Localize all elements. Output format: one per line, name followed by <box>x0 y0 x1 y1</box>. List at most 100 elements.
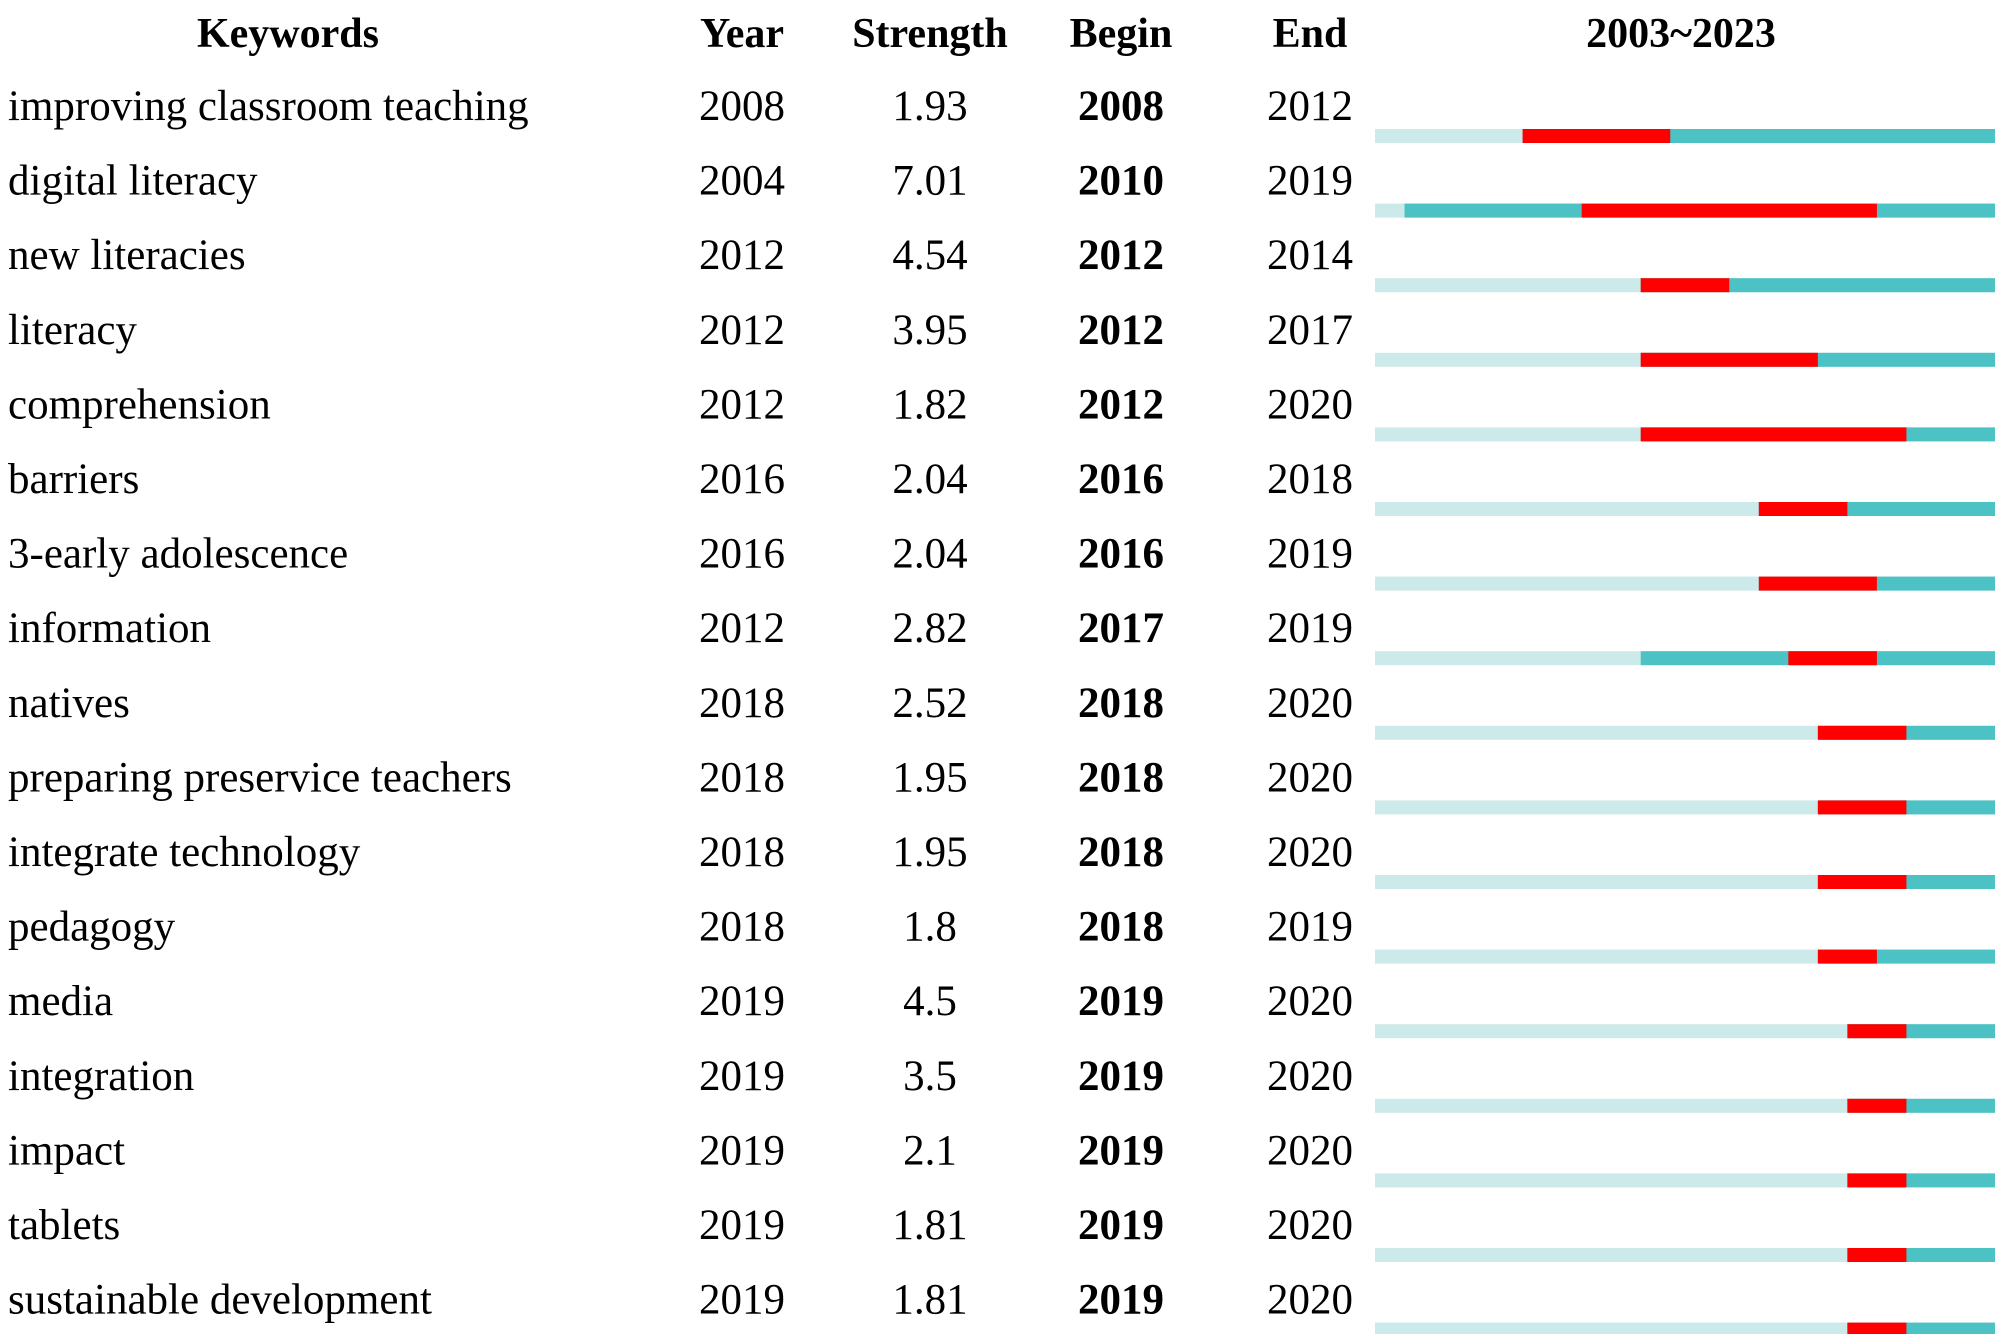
strength-cell: 1.8 <box>903 904 957 951</box>
table-row: information 2012 2.82 2017 2019 <box>8 605 1995 666</box>
burst-bar <box>1847 1173 1907 1188</box>
keyword-cell: integrate technology <box>8 829 361 876</box>
year-cell: 2018 <box>699 829 785 876</box>
burst-bar <box>1847 1024 1907 1039</box>
begin-cell: 2016 <box>1078 456 1164 503</box>
begin-cell: 2018 <box>1078 680 1164 727</box>
year-cell: 2012 <box>699 605 785 652</box>
end-cell: 2018 <box>1267 456 1353 503</box>
year-cell: 2018 <box>699 680 785 727</box>
year-cell: 2019 <box>699 1053 785 1100</box>
strength-cell: 2.52 <box>892 680 967 727</box>
header-strength: Strength <box>852 11 1008 57</box>
strength-cell: 1.82 <box>892 381 967 428</box>
timeline-inactive-segment <box>1375 1248 1995 1262</box>
strength-cell: 1.81 <box>892 1277 967 1324</box>
burst-bar <box>1640 427 1907 442</box>
year-cell: 2018 <box>699 904 785 951</box>
end-cell: 2020 <box>1267 1053 1353 1100</box>
year-cell: 2018 <box>699 754 785 801</box>
year-cell: 2012 <box>699 381 785 428</box>
table-body: improving classroom teaching 2008 1.93 2008… <box>8 83 1995 1334</box>
strength-cell: 3.95 <box>892 307 967 354</box>
burst-bar <box>1847 1322 1907 1334</box>
strength-cell: 7.01 <box>892 158 967 205</box>
burst-bar <box>1847 1098 1907 1113</box>
strength-cell: 4.54 <box>892 232 967 279</box>
header-end: End <box>1273 11 1348 57</box>
strength-cell: 1.95 <box>892 829 967 876</box>
burst-bar <box>1817 800 1907 815</box>
keyword-cell: comprehension <box>8 381 271 428</box>
burst-bar <box>1522 129 1671 143</box>
keyword-cell: natives <box>8 680 130 727</box>
end-cell: 2012 <box>1267 83 1353 130</box>
header-row: Keywords Year Strength Begin End 2003~20… <box>197 11 1776 57</box>
table-row: media 2019 4.5 2019 2020 <box>8 978 1995 1039</box>
end-cell: 2019 <box>1267 158 1353 205</box>
begin-cell: 2019 <box>1078 1202 1164 1249</box>
end-cell: 2019 <box>1267 904 1353 951</box>
table-row: integration 2019 3.5 2019 2020 <box>8 1053 1995 1113</box>
burst-bar <box>1788 651 1877 666</box>
table-row: barriers 2016 2.04 2016 2018 <box>8 456 1995 516</box>
keyword-cell: new literacies <box>8 232 246 279</box>
keyword-cell: digital literacy <box>8 158 258 205</box>
keyword-cell: information <box>8 605 211 652</box>
end-cell: 2020 <box>1267 1127 1353 1174</box>
end-cell: 2020 <box>1267 829 1353 876</box>
begin-cell: 2012 <box>1078 381 1164 428</box>
strength-cell: 2.04 <box>892 531 967 578</box>
keyword-cell: improving classroom teaching <box>8 83 529 130</box>
keyword-cell: impact <box>8 1127 125 1174</box>
table-row: comprehension 2012 1.82 2012 2020 <box>8 381 1995 442</box>
keyword-cell: integration <box>8 1053 194 1100</box>
keyword-cell: tablets <box>8 1202 120 1249</box>
keyword-cell: 3-early adolescence <box>8 531 348 578</box>
begin-cell: 2012 <box>1078 232 1164 279</box>
burst-bar <box>1847 1248 1907 1262</box>
keyword-cell: literacy <box>8 307 137 354</box>
end-cell: 2020 <box>1267 754 1353 801</box>
header-begin: Begin <box>1070 11 1173 57</box>
table-row: integrate technology 2018 1.95 2018 2020 <box>8 829 1995 889</box>
strength-cell: 1.95 <box>892 754 967 801</box>
table-row: new literacies 2012 4.54 2012 2014 <box>8 232 1995 293</box>
begin-cell: 2019 <box>1078 1277 1164 1324</box>
end-cell: 2020 <box>1267 381 1353 428</box>
table-row: literacy 2012 3.95 2012 2017 <box>8 307 1995 367</box>
begin-cell: 2019 <box>1078 1053 1164 1100</box>
year-cell: 2008 <box>699 83 785 130</box>
burst-bar <box>1817 875 1907 889</box>
begin-cell: 2012 <box>1078 307 1164 354</box>
end-cell: 2020 <box>1267 1277 1353 1324</box>
end-cell: 2020 <box>1267 978 1353 1025</box>
timeline-inactive-segment <box>1375 1322 1995 1334</box>
begin-cell: 2018 <box>1078 904 1164 951</box>
table-row: natives 2018 2.52 2018 2020 <box>8 680 1995 740</box>
strength-cell: 4.5 <box>903 978 957 1025</box>
begin-cell: 2017 <box>1078 605 1164 652</box>
timeline-inactive-segment <box>1375 1098 1995 1113</box>
begin-cell: 2008 <box>1078 83 1164 130</box>
begin-cell: 2018 <box>1078 754 1164 801</box>
header-year: Year <box>700 11 784 57</box>
keyword-cell: pedagogy <box>8 904 176 951</box>
burst-bar <box>1640 278 1730 293</box>
table-row: digital literacy 2004 7.01 2010 2019 <box>8 158 1995 218</box>
burst-bar <box>1817 949 1877 964</box>
burst-bar <box>1817 725 1907 740</box>
burst-bar <box>1758 502 1848 516</box>
year-cell: 2004 <box>699 158 785 205</box>
timeline-inactive-segment <box>1375 1024 1995 1039</box>
keyword-cell: sustainable development <box>8 1277 432 1324</box>
strength-cell: 1.81 <box>892 1202 967 1249</box>
begin-cell: 2019 <box>1078 978 1164 1025</box>
header-keywords: Keywords <box>197 11 379 57</box>
table-row: impact 2019 2.1 2019 2020 <box>8 1127 1995 1188</box>
table-row: sustainable development 2019 1.81 2019 2020 <box>8 1277 1995 1334</box>
end-cell: 2020 <box>1267 680 1353 727</box>
begin-cell: 2010 <box>1078 158 1164 205</box>
end-cell: 2019 <box>1267 531 1353 578</box>
